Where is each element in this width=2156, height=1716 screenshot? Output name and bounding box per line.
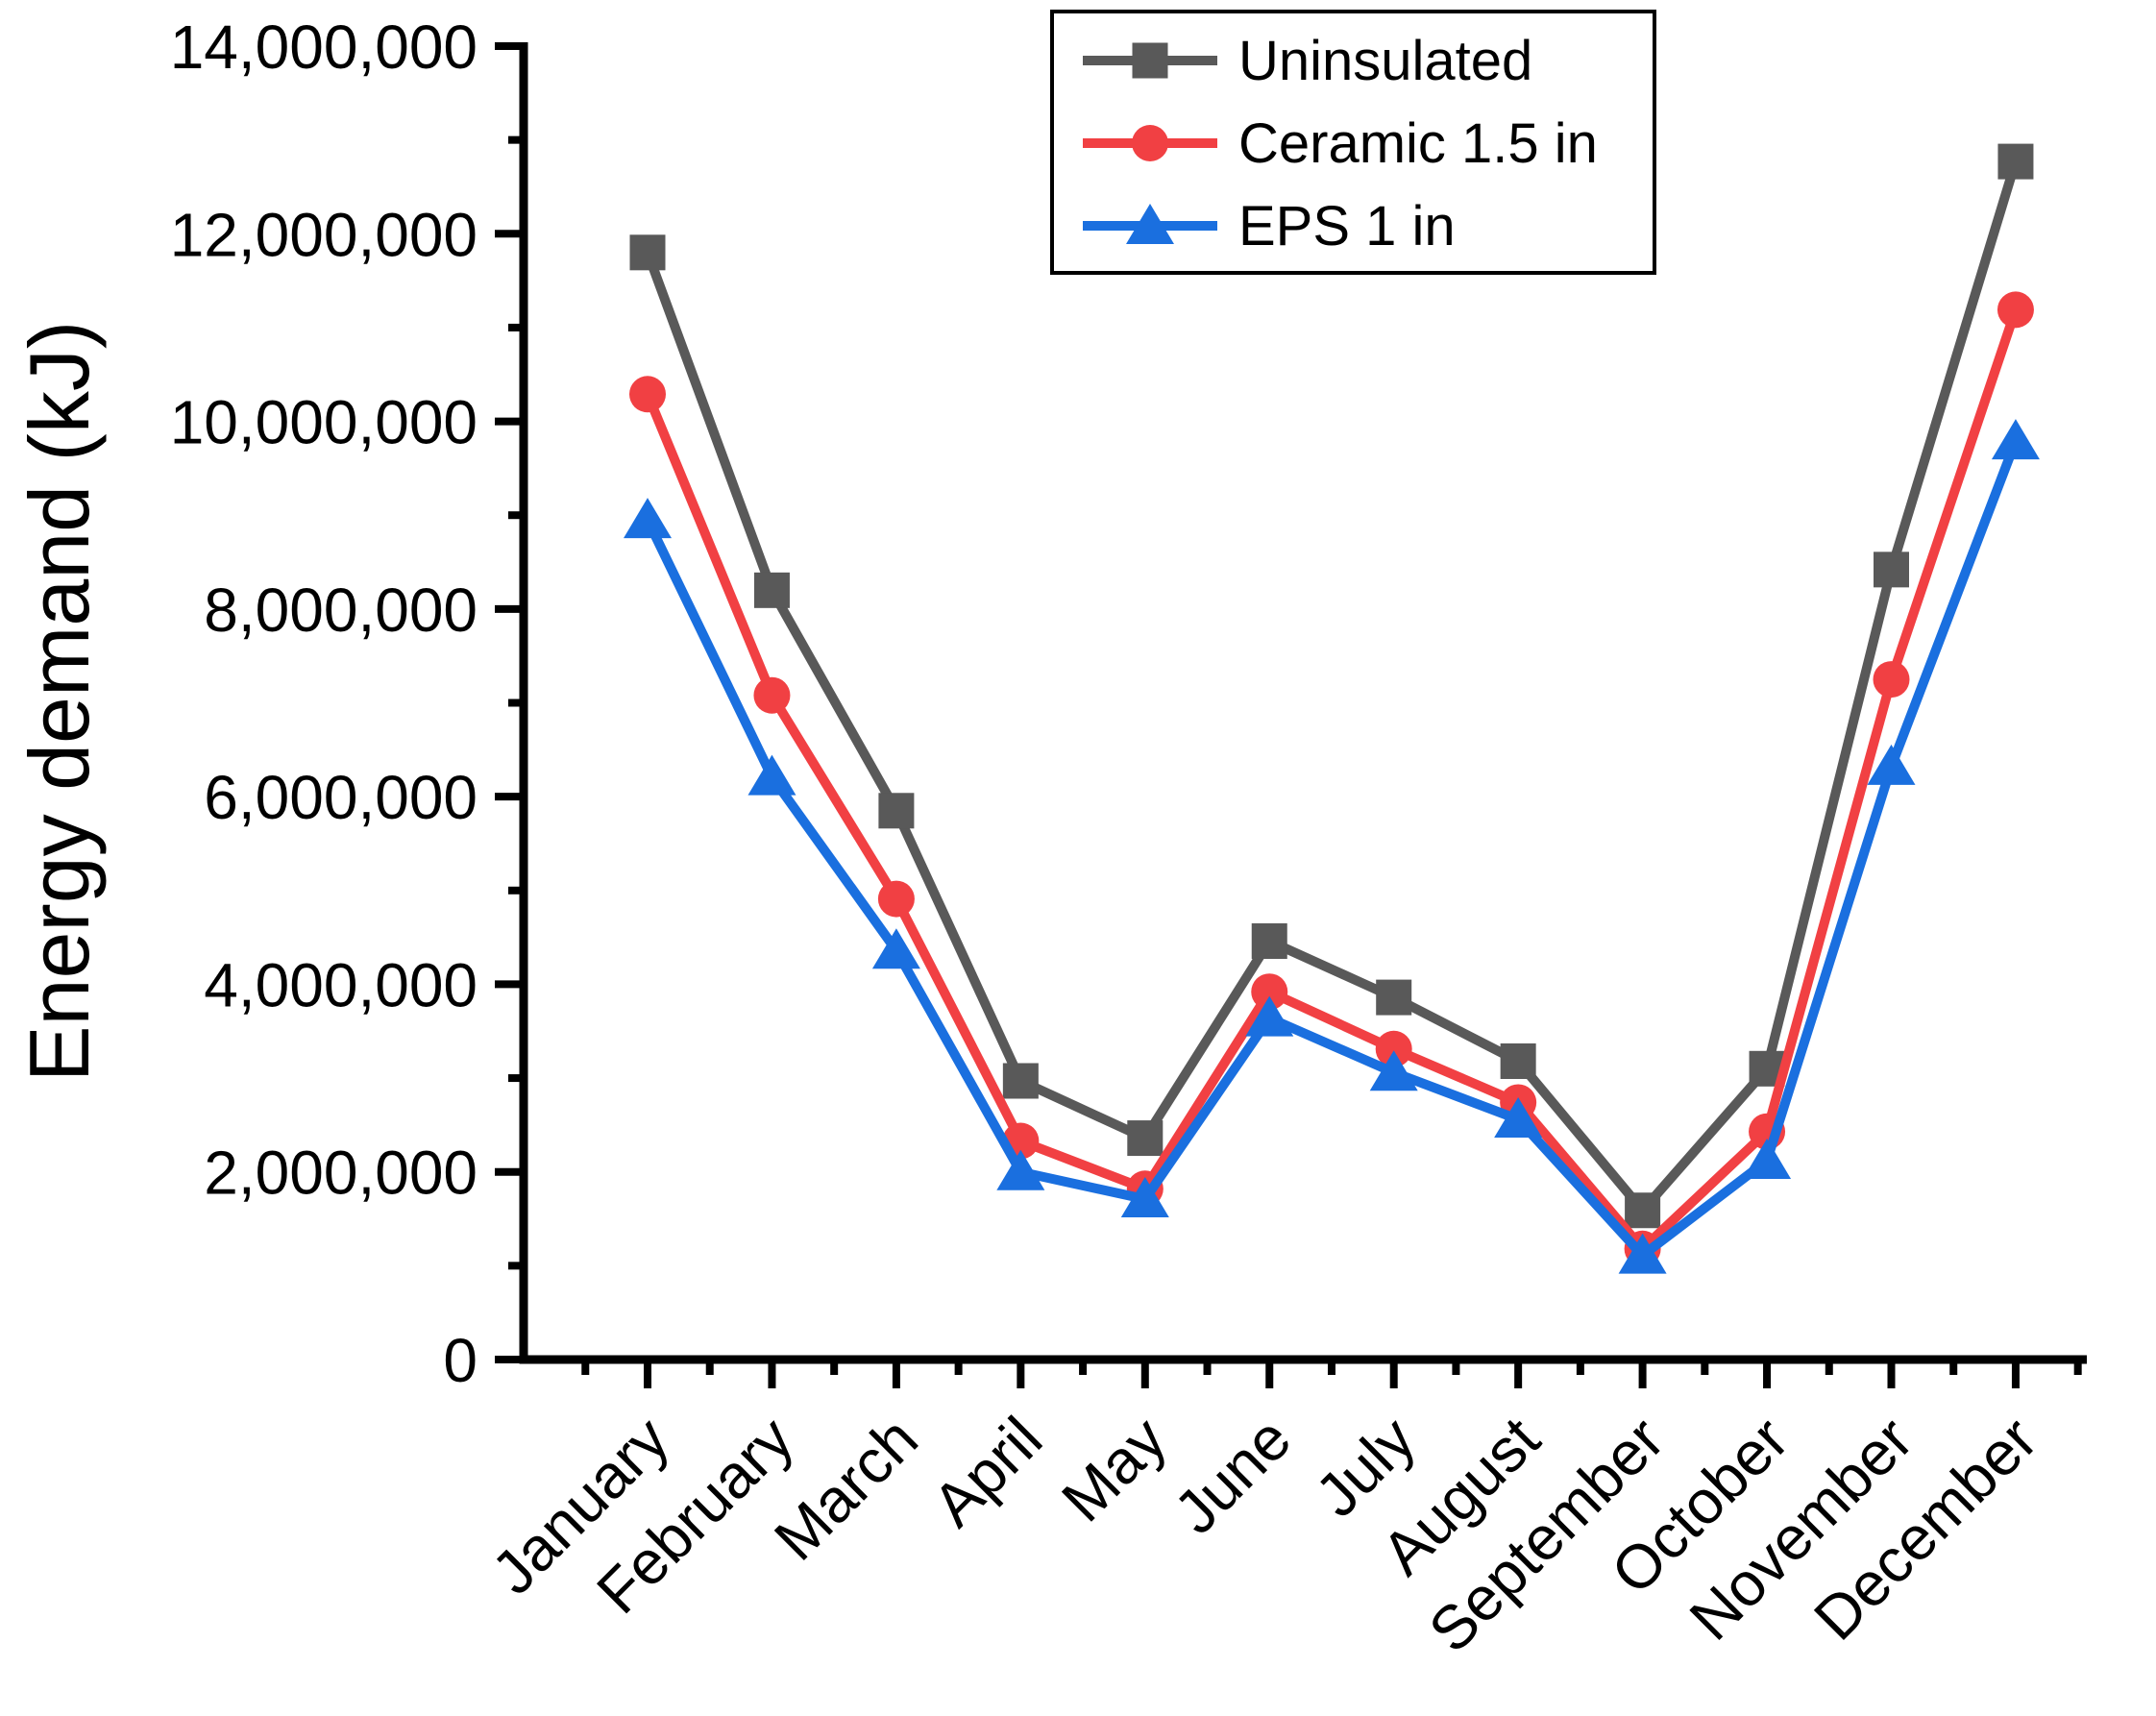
legend: Uninsulated Ceramic 1.5 in EPS 1 in (1050, 10, 1656, 275)
y-tick-label: 4,000,000 (204, 950, 478, 1019)
data-point-marker-eps-1-in-september (1618, 1233, 1667, 1274)
data-point-marker-uninsulated-november (1874, 552, 1909, 588)
legend-label: Uninsulated (1238, 29, 1533, 92)
data-point-marker-ceramic-1-5-in-june (1251, 973, 1288, 1011)
legend-swatch-art (1083, 125, 1217, 161)
x-tick-label: April (919, 1404, 1055, 1539)
legend-marker-triangle (1126, 204, 1174, 244)
data-point-marker-eps-1-in-december (1991, 419, 2040, 460)
data-point-marker-eps-1-in-june (1245, 995, 1294, 1037)
legend-swatch-art (1083, 204, 1217, 244)
series-eps-1-in (624, 419, 2040, 1274)
data-point-marker-uninsulated-march (878, 793, 915, 829)
data-point-marker-eps-1-in-april (996, 1149, 1045, 1190)
y-tick-label: 14,000,000 (170, 12, 478, 82)
x-tick-label: May (1048, 1404, 1179, 1534)
legend-item-eps: EPS 1 in (1083, 184, 1653, 267)
data-point-marker-eps-1-in-february (747, 754, 796, 796)
data-point-marker-uninsulated-may (1127, 1120, 1164, 1157)
data-point-marker-uninsulated-august (1500, 1042, 1536, 1079)
data-point-marker-eps-1-in-july (1369, 1050, 1418, 1091)
data-point-marker-eps-1-in-march (871, 928, 920, 969)
legend-swatch-triangle-icon (1083, 204, 1217, 244)
legend-marker-circle (1132, 125, 1168, 161)
legend-swatch-circle-icon (1083, 125, 1217, 161)
x-tick-label: March (761, 1404, 931, 1574)
data-point-marker-uninsulated-september (1625, 1192, 1661, 1229)
data-point-marker-uninsulated-july (1376, 979, 1412, 1016)
series-line (643, 159, 2021, 1218)
legend-label: EPS 1 in (1238, 194, 1456, 257)
legend-label: Ceramic 1.5 in (1238, 111, 1598, 175)
legend-swatch-art (1083, 42, 1217, 79)
data-point-marker-eps-1-in-may (1120, 1177, 1169, 1218)
data-point-marker-eps-1-in-january (624, 498, 672, 539)
data-point-marker-ceramic-1-5-in-december (1997, 291, 2034, 329)
data-point-marker-uninsulated-april (1002, 1063, 1039, 1099)
legend-item-ceramic: Ceramic 1.5 in (1083, 102, 1653, 184)
legend-item-uninsulated: Uninsulated (1083, 19, 1653, 102)
series-line (643, 307, 2021, 1257)
data-point-marker-ceramic-1-5-in-july (1375, 1030, 1412, 1067)
data-point-marker-ceramic-1-5-in-february (753, 676, 791, 714)
y-tick-label: 2,000,000 (204, 1139, 478, 1208)
y-tick-label: 0 (443, 1326, 478, 1395)
legend-swatch-square-icon (1083, 42, 1217, 79)
data-point-marker-eps-1-in-august (1494, 1097, 1543, 1139)
data-point-marker-uninsulated-january (629, 234, 666, 271)
y-tick-label: 10,000,000 (170, 388, 478, 457)
data-point-marker-uninsulated-february (753, 572, 790, 608)
series-ceramic-1-5-in (629, 291, 2034, 1267)
data-point-marker-uninsulated-june (1251, 923, 1287, 960)
y-tick-label: 6,000,000 (204, 763, 478, 832)
y-tick-label: 12,000,000 (170, 200, 478, 269)
y-tick-label: 8,000,000 (204, 576, 478, 645)
y-axis-title: Energy demand (kJ) (12, 320, 107, 1083)
series-uninsulated (629, 143, 2034, 1229)
data-point-marker-ceramic-1-5-in-november (1873, 661, 1910, 699)
data-point-marker-ceramic-1-5-in-january (629, 376, 666, 413)
legend-marker-square (1132, 42, 1168, 79)
data-point-marker-uninsulated-december (1997, 143, 2034, 180)
data-point-marker-eps-1-in-november (1867, 744, 1916, 785)
series-line (643, 439, 2021, 1262)
data-point-marker-eps-1-in-october (1743, 1138, 1792, 1179)
x-tick-label: June (1161, 1404, 1304, 1547)
data-point-marker-ceramic-1-5-in-march (877, 880, 915, 918)
